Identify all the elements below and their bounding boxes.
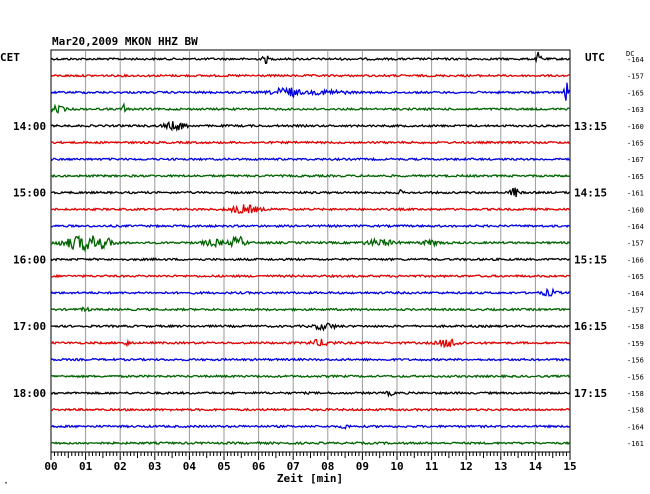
chart-title: Mar20,2009 MKON HHZ BW [52, 35, 198, 48]
dc-offset-label: -156 [627, 357, 644, 365]
x-tick-label: 11 [425, 460, 439, 473]
x-tick-label: 02 [114, 460, 127, 473]
left-hour-label: 16:00 [13, 253, 46, 266]
dc-offset-label: -158 [627, 323, 644, 331]
trace-line [50, 338, 571, 349]
dc-offset-label: -165 [627, 273, 644, 281]
trace-line [51, 223, 571, 229]
left-hour-label: 14:00 [13, 120, 46, 133]
trace-line [50, 357, 571, 362]
dc-offset-label: -163 [627, 106, 644, 114]
x-tick-label: 13 [494, 460, 507, 473]
x-axis-label: Zeit [min] [277, 472, 343, 485]
trace-line [50, 390, 571, 398]
trace-line [50, 140, 571, 145]
dc-offset-label: -160 [627, 123, 644, 131]
trace-line [50, 423, 571, 430]
x-tick-label: 01 [79, 460, 93, 473]
x-tick-label: 14 [529, 460, 543, 473]
dc-offset-label: -158 [627, 407, 644, 415]
trace-line [50, 204, 571, 214]
dc-offset-label: -156 [627, 373, 644, 381]
right-hour-label: 17:15 [574, 387, 607, 400]
dc-offset-label: -166 [627, 256, 644, 264]
x-tick-label: 09 [356, 460, 369, 473]
dc-offset-label: -164 [627, 423, 644, 431]
x-tick-label: 04 [183, 460, 197, 473]
x-tick-label: 05 [217, 460, 230, 473]
x-axis: 00 01 02 03 04 05 06 07 08 09 10 11 12 13 14 15 [44, 452, 577, 473]
trace-line [50, 306, 571, 313]
dc-offset-label: -165 [627, 140, 644, 148]
trace-line [50, 287, 571, 297]
right-hour-label: 13:15 [574, 120, 607, 133]
trace-line [50, 156, 571, 162]
dc-label: DC [626, 50, 634, 58]
x-tick-label: 10 [390, 460, 403, 473]
x-tick-label: 03 [148, 460, 161, 473]
trace-line [50, 51, 571, 65]
x-tick-label: 00 [44, 460, 57, 473]
left-hour-label: 17:00 [13, 320, 46, 333]
footer-mark: · [3, 478, 9, 489]
trace-line [50, 82, 571, 101]
trace-line [50, 173, 571, 179]
dc-offset-label: -157 [627, 307, 644, 315]
x-tick-label: 07 [287, 460, 300, 473]
dc-offset-label: -165 [627, 89, 644, 97]
trace-line [50, 257, 570, 262]
trace-line [50, 121, 571, 133]
dc-offset-label: -164 [627, 56, 644, 64]
x-tick-label: 15 [563, 460, 576, 473]
dc-offset-label: -161 [627, 190, 644, 198]
x-tick-label: 12 [460, 460, 473, 473]
trace-line [50, 273, 571, 279]
dc-offset-label: -161 [627, 440, 644, 448]
trace-line [50, 373, 571, 379]
dc-offset-label: -167 [627, 156, 644, 164]
dc-offset-label: -160 [627, 206, 644, 214]
dc-offset-label: -157 [627, 240, 644, 248]
dc-offset-label: -158 [627, 390, 644, 398]
right-hour-label: 14:15 [574, 187, 607, 200]
left-hour-label: 18:00 [13, 387, 46, 400]
trace-line [50, 102, 571, 114]
dc-offset-label: -165 [627, 173, 644, 181]
right-hour-label: 15:15 [574, 253, 607, 266]
left-timezone-label: CET [0, 51, 20, 64]
dc-offset-label: -164 [627, 223, 644, 231]
x-tick-label: 08 [321, 460, 334, 473]
trace-line [50, 407, 571, 412]
trace-line [50, 73, 570, 78]
row-labels: 14:00 15:00 16:00 17:00 18:00 13:15 14:15 15:15… [13, 56, 644, 448]
trace-line [50, 322, 571, 332]
plot-frame [50, 49, 571, 453]
x-tick-label: 06 [252, 460, 266, 473]
trace-line [50, 234, 571, 253]
left-hour-label: 15:00 [13, 187, 46, 200]
trace-line [50, 440, 571, 446]
grid-lines [85, 50, 536, 452]
right-hour-label: 16:15 [574, 320, 607, 333]
dc-offset-label: -157 [627, 73, 644, 81]
right-timezone-label: UTC [585, 51, 605, 64]
dc-offset-label: -159 [627, 340, 644, 348]
trace-line [50, 187, 571, 198]
traces [50, 51, 571, 446]
dc-offset-label: -164 [627, 290, 644, 298]
